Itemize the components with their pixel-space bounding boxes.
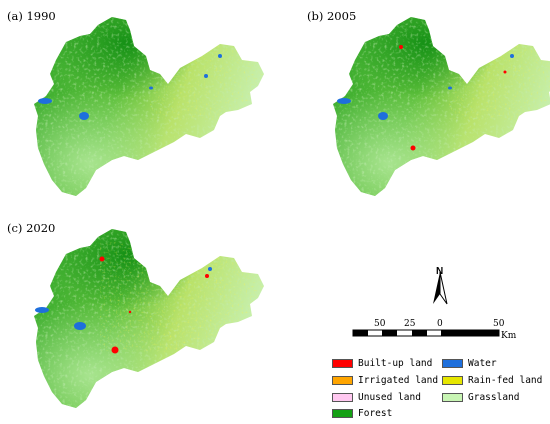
built-up-patches [399,45,507,151]
scale-unit: Km [501,331,517,341]
legend-label: Rain-fed land [468,374,543,386]
water-bodies [35,267,212,330]
legend-item-rain-fed-land: Rain-fed land [442,374,542,386]
legend-label: Water [468,357,497,369]
scale-tick-25: 25 [404,319,416,329]
scale-tick-50-left: 50 [374,319,386,329]
water-bodies [38,54,222,120]
panel-label-1990: (a) 1990 [7,9,56,23]
map-2020 [34,229,264,408]
water-bodies [337,54,514,120]
panel-label-2005: (b) 2005 [307,9,357,23]
legend-swatch [332,392,353,402]
legend-label: Unused land [358,391,421,403]
map-2005 [333,17,550,196]
built-up-patches [99,256,209,354]
legend-swatch [442,358,463,368]
legend-swatch [332,358,353,368]
panel-label-2020: (c) 2020 [7,221,56,235]
legend-label: Forest [358,407,393,419]
legend-item-irrigated-land: Irrigated land [332,374,438,386]
scale-tick-50-right: 50 [493,319,505,329]
legend-item-water: Water [442,357,497,369]
legend-label: Irrigated land [358,374,439,386]
legend-item-grassland: Grassland [442,391,519,403]
north-arrow-icon [433,271,448,305]
map-1990 [34,17,264,196]
legend-swatch [332,375,353,385]
legend-swatch [332,408,353,418]
scale-tick-0: 0 [437,319,443,329]
north-label: N [436,266,444,277]
legend-label: Built-up land [358,357,433,369]
legend-swatch [442,375,463,385]
legend-item-built-up-land: Built-up land [332,357,432,369]
legend-item-forest: Forest [332,407,392,419]
legend-label: Grassland [468,391,520,403]
legend-item-unused-land: Unused land [332,391,421,403]
legend-swatch [442,392,463,402]
scale-bar [352,329,500,337]
